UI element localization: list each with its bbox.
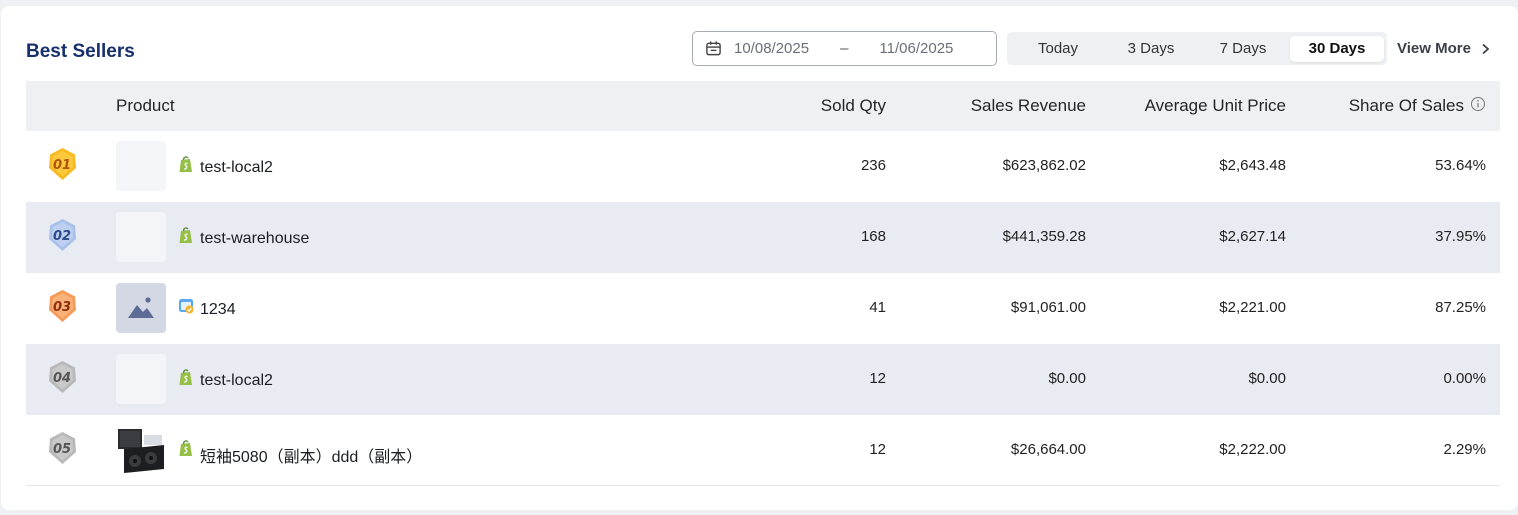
rank-badge-silver-icon: 02: [49, 219, 76, 251]
sales-revenue-value: $91,061.00: [1010, 299, 1086, 316]
product-name[interactable]: test-warehouse: [200, 230, 310, 247]
col-product: Product: [116, 96, 175, 115]
sales-revenue-value: $0.00: [1048, 370, 1086, 387]
table-row[interactable]: 01 test-local2 236 $623,862.02 $2,643.48…: [26, 131, 1500, 202]
avg-unit-price-value: $2,221.00: [1219, 299, 1286, 316]
col-avg-unit-price[interactable]: Average Unit Price: [1144, 96, 1286, 115]
product-name[interactable]: test-local2: [200, 159, 273, 176]
sales-revenue-value: $441,359.28: [1002, 228, 1086, 245]
shopify-icon: [179, 369, 192, 385]
product-thumbnail[interactable]: [116, 141, 166, 191]
card-title: Best Sellers: [26, 41, 135, 62]
period-30-days[interactable]: 30 Days: [1290, 35, 1384, 62]
col-sales-revenue[interactable]: Sales Revenue: [970, 96, 1086, 115]
date-range-picker[interactable]: 10/08/2025 – 11/06/2025: [692, 31, 997, 66]
date-start[interactable]: 10/08/2025: [734, 40, 810, 57]
info-icon[interactable]: [1470, 96, 1486, 112]
period-3-days[interactable]: 3 Days: [1127, 39, 1175, 57]
avg-unit-price-value: $0.00: [1248, 370, 1286, 387]
graphics-card-icon: [118, 429, 164, 473]
svg-text:05: 05: [53, 442, 71, 457]
chevron-right-icon: [1482, 43, 1490, 54]
share-of-sales-value: 37.95%: [1435, 228, 1486, 245]
date-end[interactable]: 11/06/2025: [879, 40, 954, 57]
period-7-days[interactable]: 7 Days: [1219, 39, 1267, 57]
rank-badge-gray-icon: 04: [49, 361, 76, 393]
sold-qty-value: 12: [869, 441, 886, 458]
best-sellers-table: Product Sold Qty Sales Revenue Average U…: [26, 81, 1500, 486]
svg-text:04: 04: [53, 371, 71, 386]
avg-unit-price-value: $2,627.14: [1219, 228, 1286, 245]
sold-qty-value: 12: [869, 370, 886, 387]
product-name[interactable]: 1234: [200, 301, 236, 318]
sales-revenue-value: $623,862.02: [1002, 157, 1086, 174]
calendar-icon: [706, 41, 721, 56]
table-row[interactable]: 05 短袖5080（副本）ddd（副本）: [26, 415, 1500, 486]
product-thumbnail[interactable]: [116, 283, 166, 333]
rank-badge-gray-icon: 05: [49, 432, 76, 464]
svg-text:02: 02: [53, 229, 71, 244]
period-selector: Today 3 Days 7 Days 30 Days: [1007, 32, 1387, 65]
table-row[interactable]: 02 test-warehouse 168 $441,359.28 $2,627…: [26, 202, 1500, 273]
col-share-of-sales[interactable]: Share Of Sales: [1348, 96, 1464, 115]
avg-unit-price-value: $2,222.00: [1219, 441, 1286, 458]
store-custom-icon: [179, 299, 194, 314]
view-more-link[interactable]: View More: [1397, 40, 1490, 57]
col-sold-qty[interactable]: Sold Qty: [820, 96, 886, 115]
share-of-sales-value: 0.00%: [1443, 370, 1486, 387]
product-name[interactable]: 短袖5080（副本）ddd（副本）: [200, 449, 423, 466]
best-sellers-card: Best Sellers 10/08/2025 – 11/06/2025 Tod…: [1, 6, 1518, 510]
product-thumbnail[interactable]: [116, 354, 166, 404]
product-thumbnail[interactable]: [116, 425, 166, 475]
product-name[interactable]: test-local2: [200, 372, 273, 389]
shopify-icon: [179, 227, 192, 243]
table-row[interactable]: 04 test-local2 12 $0.00 $0.00 0.00%: [26, 344, 1500, 415]
share-of-sales-value: 53.64%: [1435, 157, 1486, 174]
date-separator: –: [840, 40, 849, 57]
sold-qty-value: 168: [860, 228, 886, 245]
table-row[interactable]: 03 1234 41 $91,061.00 $2,221.00 87.25%: [26, 273, 1500, 344]
rank-badge-bronze-icon: 03: [49, 290, 76, 322]
svg-text:01: 01: [53, 158, 71, 173]
svg-text:03: 03: [53, 300, 71, 315]
image-placeholder-icon: [128, 297, 154, 318]
view-more-label: View More: [1397, 40, 1471, 57]
share-of-sales-value: 87.25%: [1435, 299, 1486, 316]
avg-unit-price-value: $2,643.48: [1219, 157, 1286, 174]
shopify-icon: [179, 156, 192, 172]
sold-qty-value: 41: [869, 299, 886, 316]
table-header: Product Sold Qty Sales Revenue Average U…: [26, 81, 1500, 131]
product-thumbnail[interactable]: [116, 212, 166, 262]
sold-qty-value: 236: [860, 157, 886, 174]
shopify-icon: [179, 440, 192, 456]
period-today[interactable]: Today: [1037, 39, 1079, 57]
share-of-sales-value: 2.29%: [1443, 441, 1486, 458]
sales-revenue-value: $26,664.00: [1010, 441, 1086, 458]
rank-badge-gold-icon: 01: [49, 148, 76, 180]
